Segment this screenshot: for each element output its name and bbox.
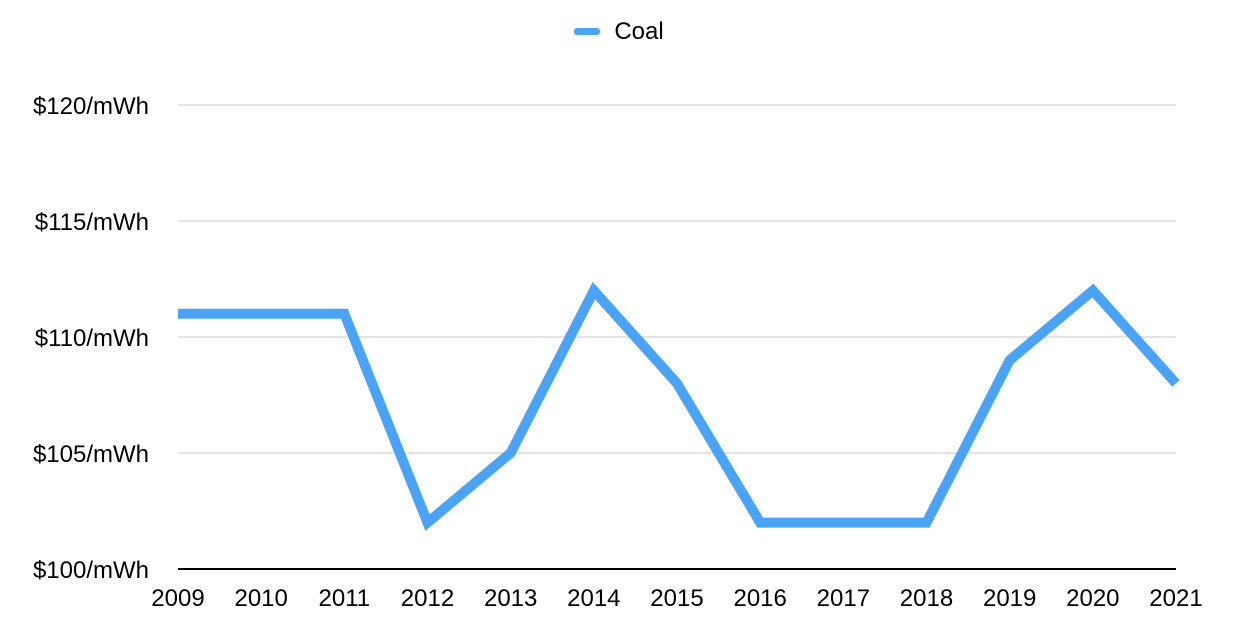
x-tick-label: 2010 — [234, 585, 287, 612]
legend-swatch-coal — [574, 28, 601, 35]
x-tick-label: 2019 — [983, 585, 1036, 612]
y-tick-label: $100/mWh — [33, 557, 149, 584]
series-line-coal — [178, 281, 1180, 531]
x-tick-label: 2009 — [151, 585, 204, 612]
x-tick-label: 2016 — [733, 585, 786, 612]
gridlines — [178, 104, 1176, 570]
legend: Coal — [0, 14, 1238, 46]
y-tick-label: $115/mWh — [35, 209, 149, 236]
x-tick-label: 2021 — [1149, 585, 1202, 612]
x-tick-label: 2018 — [900, 585, 953, 612]
y-tick-label: $120/mWh — [33, 93, 149, 120]
x-tick-label: 2017 — [817, 585, 870, 612]
x-tick-label: 2014 — [567, 585, 620, 612]
x-tick-label: 2020 — [1066, 585, 1119, 612]
x-tick-label: 2013 — [484, 585, 537, 612]
x-tick-label: 2015 — [650, 585, 703, 612]
x-axis-tick-labels: 2009 2010 2011 2012 2013 2014 2015 2016 2017 2018… — [151, 585, 1202, 612]
x-tick-label: 2012 — [401, 585, 454, 612]
y-tick-label: $105/mWh — [33, 441, 149, 468]
legend-label-coal: Coal — [614, 17, 664, 45]
y-axis-tick-labels: $100/mWh $105/mWh $110/mWh $115/mWh $120/mWh — [33, 93, 149, 584]
series-group — [177, 281, 1180, 531]
legend-item-coal: Coal — [574, 17, 664, 46]
y-tick-label: $110/mWh — [35, 325, 149, 352]
x-tick-label: 2011 — [319, 585, 371, 612]
